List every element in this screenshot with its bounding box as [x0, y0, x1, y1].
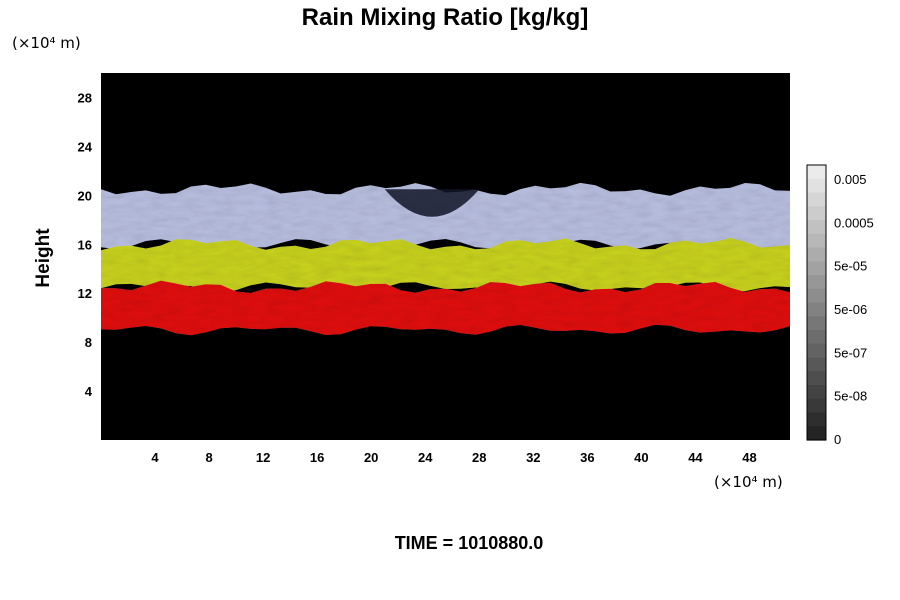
colorbar-label: 0.0005 [834, 215, 874, 230]
colorbar-step [807, 233, 826, 249]
colorbar-step [807, 247, 826, 262]
data-bands [101, 182, 790, 336]
x-unit-label: (×10⁴ m) [714, 473, 783, 491]
x-tick-label: 40 [634, 450, 648, 465]
plot-area [101, 73, 790, 440]
y-unit-label: (×10⁴ m) [12, 34, 81, 52]
colorbar-step [807, 330, 826, 345]
colorbar-step [807, 178, 826, 194]
x-tick-label: 4 [151, 450, 159, 465]
data-band-gap [384, 189, 480, 217]
colorbar-step [807, 192, 826, 207]
colorbar-step [807, 261, 826, 276]
x-tick-label: 16 [310, 450, 324, 465]
data-band-1 [101, 182, 790, 250]
x-tick-label: 48 [742, 450, 756, 465]
x-tick-label: 32 [526, 450, 540, 465]
x-tick-label: 28 [472, 450, 486, 465]
y-tick-label: 24 [78, 139, 93, 154]
colorbar-step [807, 316, 826, 331]
colorbar-step [807, 398, 826, 414]
x-tick-label: 36 [580, 450, 594, 465]
x-tick-label: 12 [256, 450, 270, 465]
x-tick-label: 24 [418, 450, 433, 465]
colorbar-step [807, 220, 826, 235]
colorbar-step [807, 275, 826, 290]
colorbar-step [807, 385, 826, 400]
colorbar-frame [806, 164, 827, 441]
colorbar-step [807, 426, 826, 441]
colorbar-step [807, 165, 826, 180]
chart-title: Rain Mixing Ratio [kg/kg] [302, 4, 589, 31]
colorbar-step [807, 288, 826, 304]
colorbar-step [807, 206, 826, 221]
y-tick-label: 20 [78, 188, 92, 203]
y-tick-label: 4 [85, 384, 93, 399]
colorbar-step [807, 371, 826, 386]
data-band-3 [101, 280, 790, 336]
y-tick-label: 8 [85, 335, 92, 350]
y-axis-label: Height [33, 228, 54, 288]
colorbar-label: 5e-06 [834, 302, 867, 317]
y-tick-label: 16 [78, 237, 92, 252]
colorbar-label: 5e-07 [834, 345, 867, 360]
x-tick-label: 44 [688, 450, 703, 465]
colorbar-label: 5e-05 [834, 259, 867, 274]
x-tick-label: 8 [205, 450, 212, 465]
colorbar-step [807, 343, 826, 359]
colorbar: 0.005 0.0005 5e-05 5e-06 5e-07 5e-08 0 [806, 164, 874, 447]
x-tick-label: 20 [364, 450, 378, 465]
x-axis-ticks: 4 8 12 16 20 24 28 32 36 40 44 48 [151, 450, 756, 465]
colorbar-step [807, 302, 826, 317]
y-tick-label: 12 [78, 286, 92, 301]
data-band-2 [101, 238, 790, 293]
y-axis-ticks: 4 8 12 16 20 24 28 [78, 90, 93, 399]
colorbar-label: 5e-08 [834, 389, 867, 404]
colorbar-label: 0.005 [834, 172, 867, 187]
colorbar-step [807, 357, 826, 372]
colorbar-label: 0 [834, 432, 841, 447]
y-tick-label: 28 [78, 90, 92, 105]
colorbar-step [807, 412, 826, 427]
time-label: TIME = 1010880.0 [395, 533, 544, 553]
